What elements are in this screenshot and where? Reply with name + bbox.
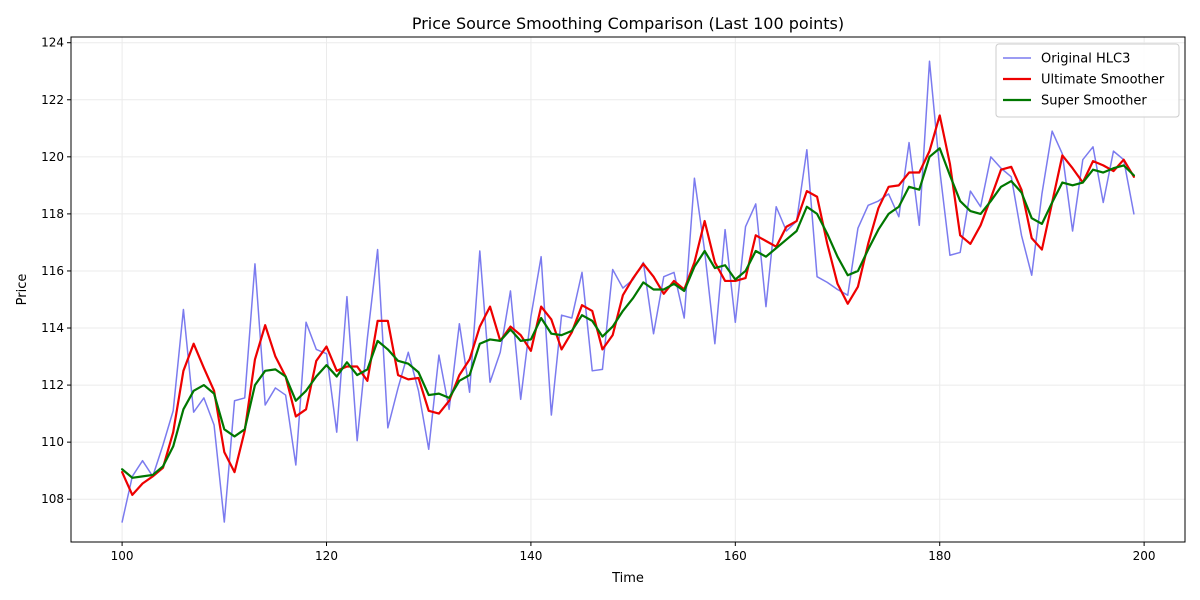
legend-label-ultimate-smoother: Ultimate Smoother <box>1041 73 1165 88</box>
y-tick-label: 118 <box>41 207 64 221</box>
legend-box <box>995 43 1180 118</box>
legend-label-original-hlc3: Original HLC3 <box>1041 52 1130 67</box>
y-tick-label: 124 <box>41 36 64 50</box>
series-line-original-hlc3 <box>121 60 1135 523</box>
y-tick-label: 108 <box>41 492 64 506</box>
series-lines <box>120 60 1136 523</box>
series-line-ultimate-smoother <box>120 114 1136 497</box>
chart-title: Price Source Smoothing Comparison (Last … <box>412 14 844 33</box>
y-tick-label: 122 <box>41 93 64 107</box>
x-tick-label: 160 <box>724 549 747 563</box>
series-line-super-smoother <box>120 147 1136 479</box>
y-tick-label: 110 <box>41 435 64 449</box>
y-tick-label: 120 <box>41 150 64 164</box>
x-tick-label: 120 <box>315 549 338 563</box>
x-tick-label: 200 <box>1133 549 1156 563</box>
x-axis-label: Time <box>611 571 644 586</box>
y-tick-label: 116 <box>41 264 64 278</box>
x-tick-label: 180 <box>928 549 951 563</box>
grid <box>71 37 1185 542</box>
x-tick-label: 100 <box>111 549 134 563</box>
plot-frame <box>70 36 1186 543</box>
legend-label-super-smoother: Super Smoother <box>1041 94 1147 109</box>
legend: Original HLC3 Ultimate Smoother Super Smoo… <box>995 43 1180 118</box>
y-axis-label: Price <box>15 274 30 306</box>
x-tick-label: 140 <box>519 549 542 563</box>
y-tick-label: 114 <box>41 321 64 335</box>
y-tick-label: 112 <box>41 378 64 392</box>
axis-ticks: 100 120 140 160 180 200 108 110 112 114 116 118 120 1… <box>41 36 1155 563</box>
